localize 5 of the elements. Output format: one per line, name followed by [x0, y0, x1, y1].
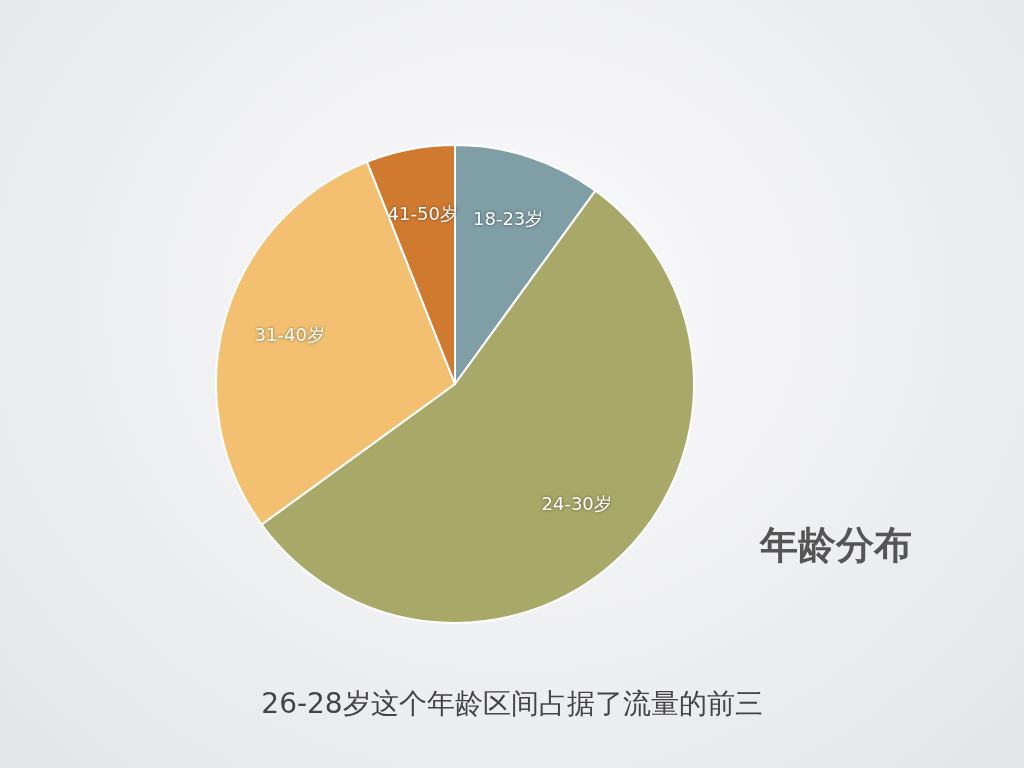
text: 年龄分布 [760, 522, 912, 569]
slice-label: 31-40岁 [254, 323, 325, 345]
text: 26-28岁这个年龄区间占据了流量的前三 [260, 686, 764, 722]
slice-label: 18-23岁 [473, 208, 544, 230]
slice-label: 24-30岁 [541, 493, 612, 515]
